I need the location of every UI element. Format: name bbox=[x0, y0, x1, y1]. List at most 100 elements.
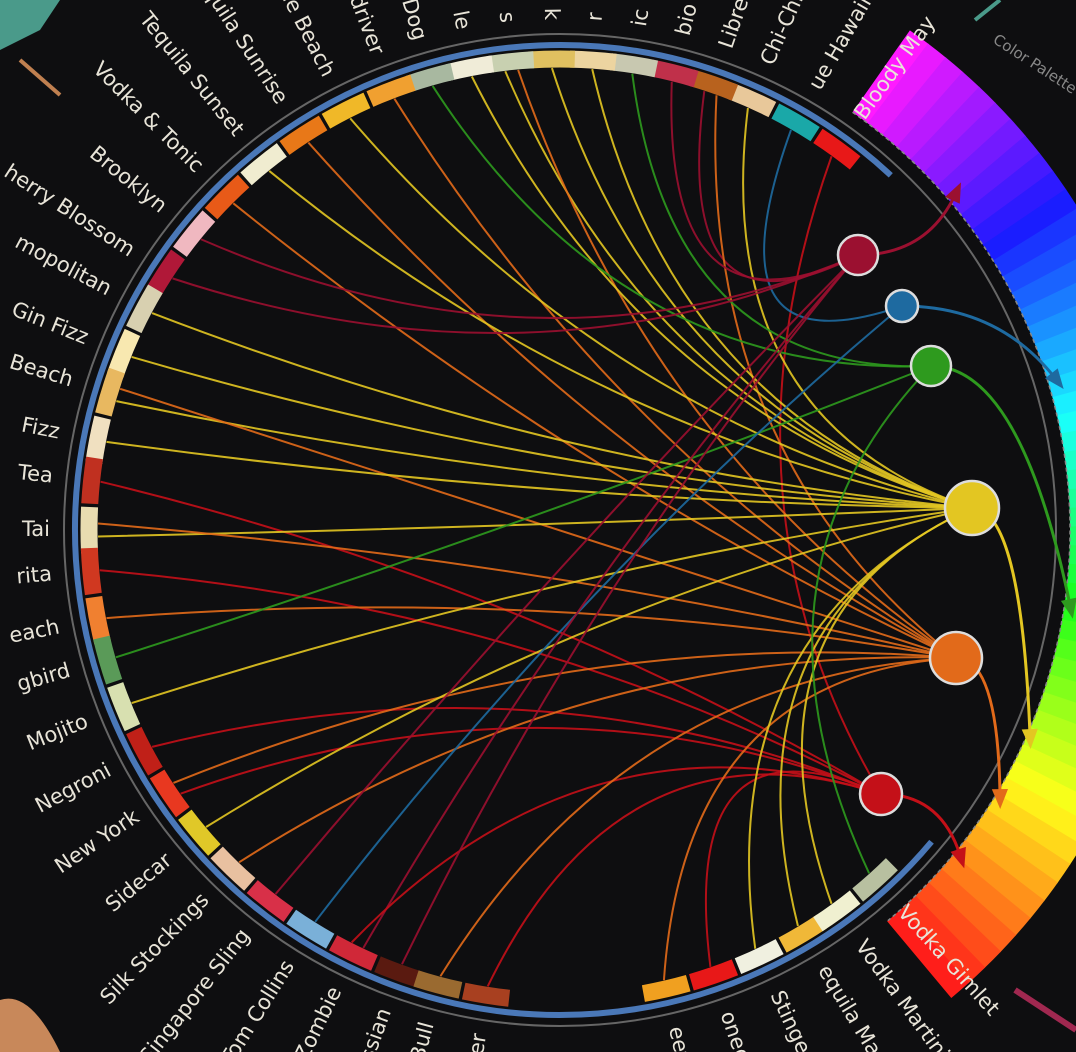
segment bbox=[80, 506, 99, 554]
chord bbox=[504, 70, 973, 509]
color-node bbox=[909, 344, 953, 388]
chord bbox=[100, 480, 882, 795]
chord bbox=[98, 507, 973, 538]
segment bbox=[328, 935, 378, 971]
color-node bbox=[943, 479, 1001, 537]
palette-band bbox=[896, 71, 980, 161]
cocktail-label: rita bbox=[15, 561, 53, 588]
cocktail-label: er bbox=[464, 1031, 491, 1052]
segment bbox=[413, 970, 463, 999]
chord bbox=[439, 657, 957, 977]
color-node bbox=[836, 233, 880, 277]
palette-band bbox=[927, 868, 1017, 953]
palette-band bbox=[960, 152, 1054, 231]
segment bbox=[81, 456, 103, 505]
chord bbox=[307, 141, 957, 659]
palette-band bbox=[982, 188, 1076, 262]
chord bbox=[401, 254, 859, 965]
palette-band bbox=[886, 908, 969, 998]
segment bbox=[246, 880, 294, 922]
node-arrow bbox=[1021, 728, 1038, 749]
chord bbox=[550, 67, 973, 509]
segment bbox=[486, 51, 535, 73]
corner-decoration bbox=[1013, 987, 1076, 1033]
chord bbox=[116, 400, 973, 509]
cocktail-label: le bbox=[448, 8, 475, 31]
chord bbox=[431, 85, 932, 368]
segment bbox=[279, 115, 328, 155]
chord bbox=[131, 355, 973, 509]
cocktail-label: k bbox=[540, 8, 564, 21]
node-arrow bbox=[1045, 368, 1064, 390]
corner-decoration bbox=[18, 58, 62, 97]
palette-band bbox=[1014, 743, 1076, 793]
segment bbox=[366, 74, 416, 107]
color-node bbox=[884, 288, 920, 324]
chord bbox=[99, 569, 882, 795]
palette-band bbox=[948, 135, 1041, 216]
segment bbox=[178, 809, 221, 856]
chord bbox=[115, 365, 932, 659]
chord bbox=[763, 129, 903, 322]
segment bbox=[149, 769, 190, 818]
segment bbox=[286, 909, 335, 949]
segment bbox=[85, 595, 111, 645]
palette-band bbox=[914, 882, 1002, 969]
palette-band bbox=[986, 793, 1076, 865]
segment bbox=[173, 210, 216, 257]
cocktail-label: s bbox=[495, 11, 520, 24]
nodes bbox=[836, 182, 1076, 869]
segment bbox=[210, 846, 256, 891]
chord bbox=[274, 254, 859, 895]
node-arrow bbox=[950, 846, 966, 869]
segment bbox=[80, 547, 102, 596]
chord bbox=[106, 606, 957, 659]
palette-band bbox=[882, 57, 964, 148]
cocktail-label: r bbox=[583, 11, 608, 22]
cocktail-label: ic bbox=[627, 7, 653, 28]
chord bbox=[517, 69, 957, 659]
palette-band bbox=[1011, 259, 1076, 311]
chord bbox=[172, 254, 859, 335]
chords bbox=[97, 67, 973, 987]
chord bbox=[131, 507, 973, 705]
chord bbox=[205, 507, 973, 828]
segment bbox=[813, 128, 861, 170]
node-link bbox=[930, 364, 1072, 606]
palette-band bbox=[1002, 234, 1076, 294]
palette-band bbox=[923, 102, 1012, 187]
node-arrow bbox=[991, 788, 1008, 809]
segment bbox=[852, 858, 898, 902]
segment bbox=[95, 367, 125, 417]
palette-band bbox=[867, 43, 947, 136]
cocktail-label: Tea bbox=[16, 460, 54, 488]
chord bbox=[151, 312, 973, 509]
palette-band bbox=[975, 809, 1071, 884]
palette-band bbox=[971, 170, 1067, 246]
segment bbox=[569, 50, 617, 71]
chord bbox=[314, 305, 903, 923]
segment bbox=[641, 975, 691, 1002]
chord bbox=[362, 254, 859, 949]
segment bbox=[461, 982, 511, 1007]
segment bbox=[126, 726, 163, 776]
segment bbox=[771, 103, 820, 142]
segment bbox=[240, 143, 287, 186]
segment bbox=[126, 284, 163, 334]
corner-decoration bbox=[0, 0, 60, 50]
chord bbox=[470, 76, 973, 509]
ring bbox=[63, 33, 1057, 1027]
palette-band bbox=[1019, 282, 1076, 328]
node-link bbox=[901, 304, 1057, 379]
palette-band bbox=[996, 777, 1076, 843]
color-node bbox=[928, 630, 984, 686]
palette-band bbox=[952, 839, 1045, 919]
chord bbox=[779, 155, 882, 795]
color-node bbox=[858, 771, 904, 817]
chord bbox=[393, 98, 957, 659]
segment bbox=[649, 59, 699, 88]
chord bbox=[662, 657, 957, 981]
segment bbox=[85, 415, 111, 465]
chord bbox=[173, 651, 957, 784]
